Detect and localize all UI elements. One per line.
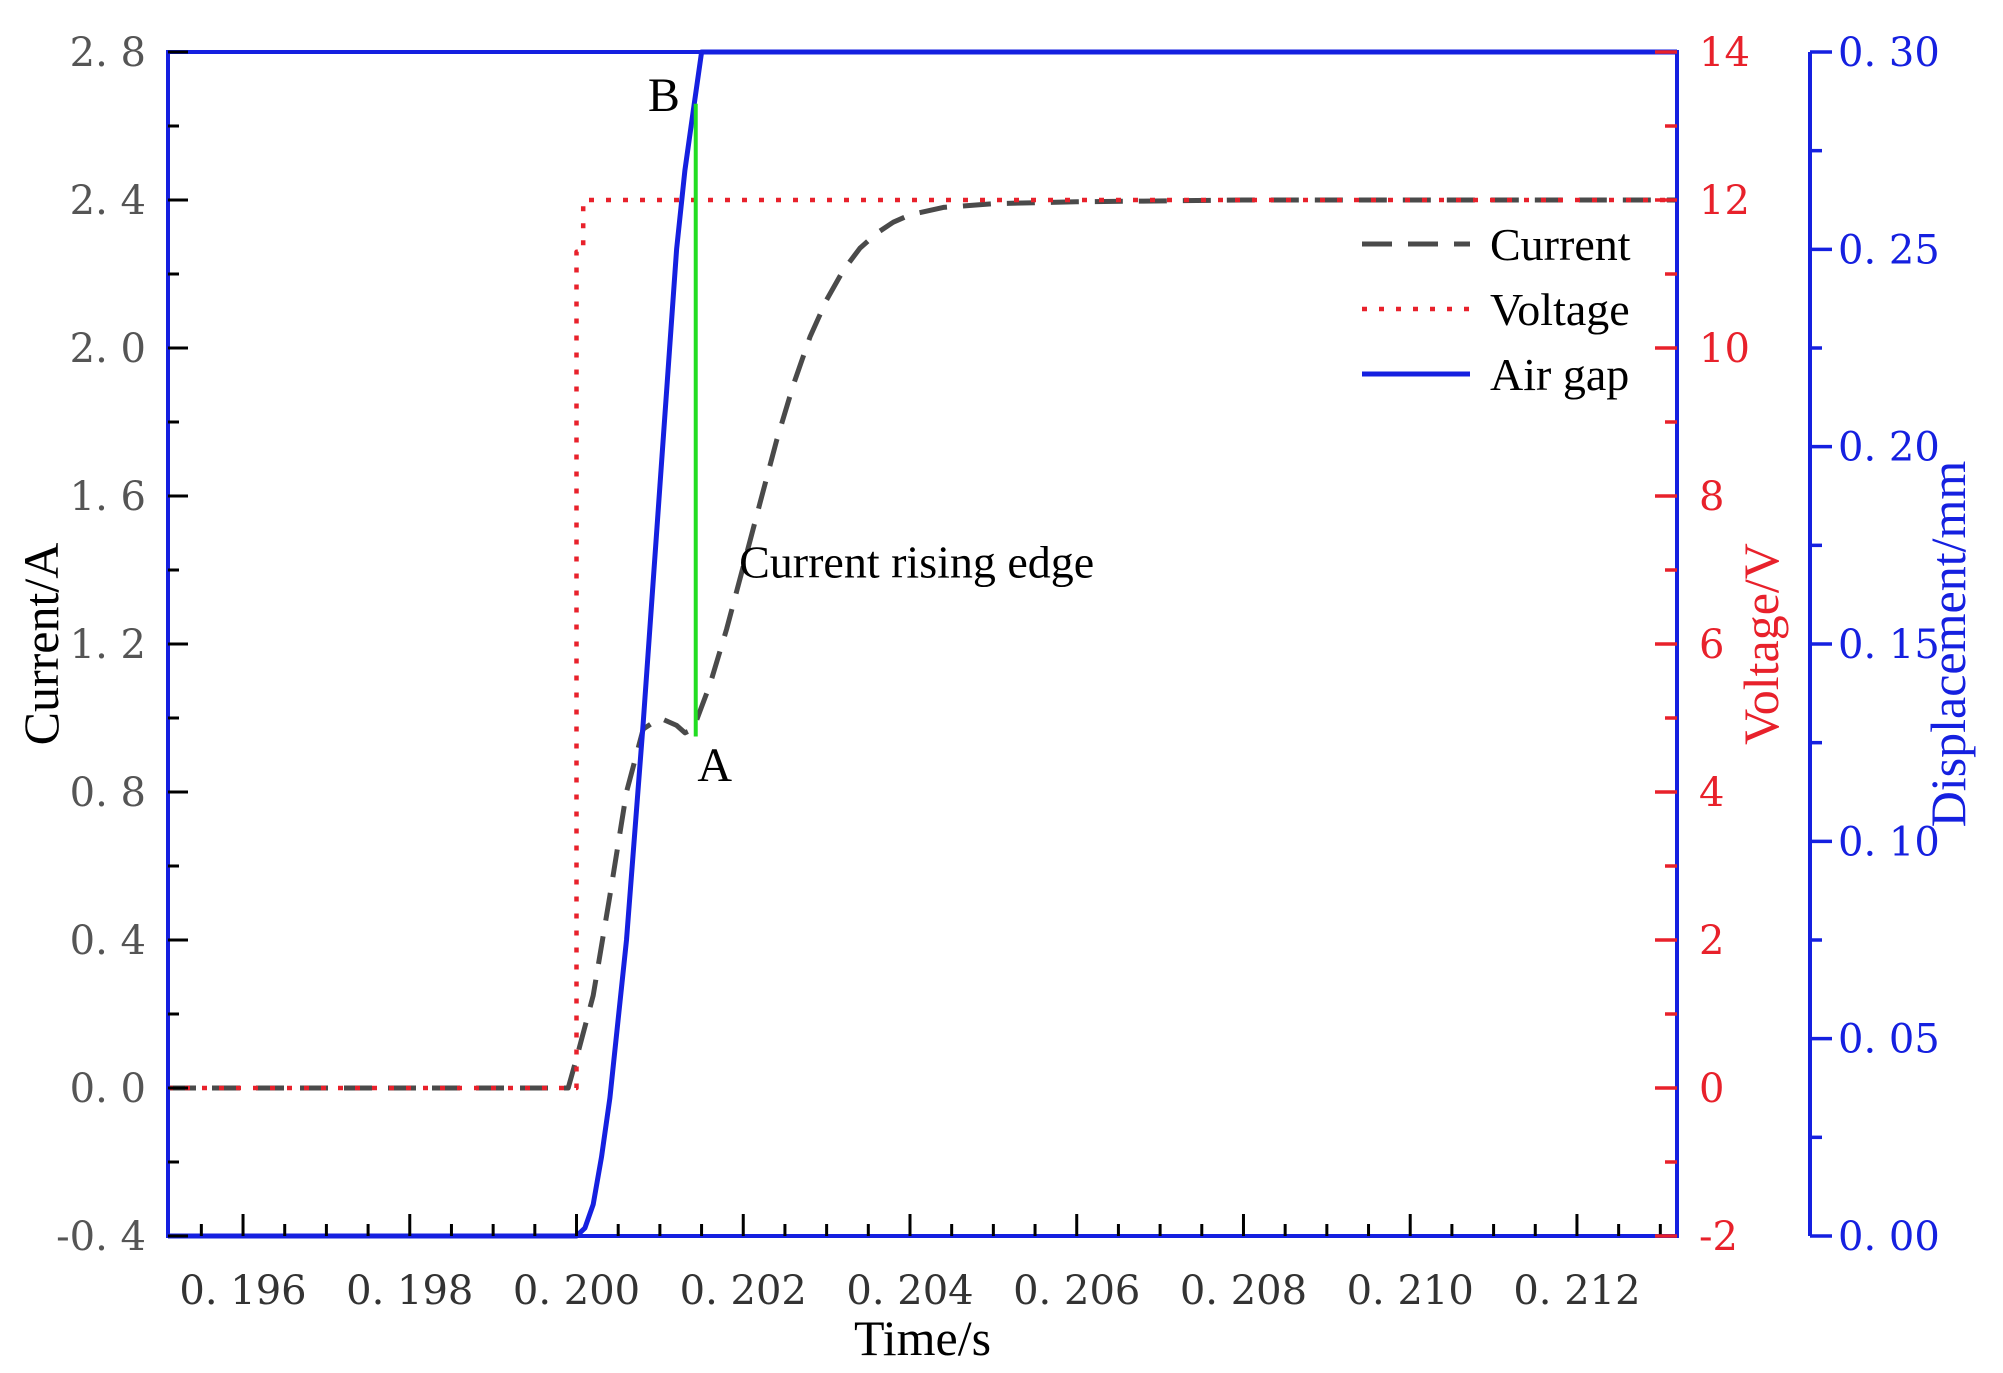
voltage-tick-label: -2 [1699, 1214, 1738, 1260]
voltage-tick-label: 2 [1699, 918, 1724, 964]
current-tick-label: 1. 2 [70, 622, 146, 668]
current-tick-label: 0. 0 [70, 1066, 146, 1112]
x-tick-label: 0. 210 [1347, 1268, 1474, 1314]
voltage-tick-label: 4 [1699, 770, 1724, 816]
voltage-tick-label: 10 [1699, 326, 1750, 372]
series-line-voltage [168, 197, 1677, 1091]
current-tick-label: -0. 4 [56, 1214, 146, 1260]
plot-frame [166, 50, 1679, 1238]
voltage-tick-label: 8 [1699, 474, 1724, 520]
x-tick-label: 0. 200 [513, 1268, 640, 1314]
current-tick-label: 0. 4 [70, 918, 146, 964]
voltage-tick-label: 6 [1699, 622, 1724, 668]
displacement-tick-label: 0. 20 [1838, 425, 1940, 471]
current-axis-title: Current/A [13, 543, 69, 746]
current-tick-label: 2. 0 [70, 326, 146, 372]
annotation-point-a: A [697, 739, 732, 792]
x-axis-title: Time/s [854, 1310, 991, 1366]
legend-label-current: Current [1490, 219, 1631, 270]
displacement-tick-label: 0. 30 [1838, 30, 1940, 76]
displacement-axis-title: Displacement/mm [1920, 461, 1976, 828]
x-tick-label: 0. 204 [846, 1268, 973, 1314]
series-line-current [168, 197, 1677, 1091]
displacement-tick-label: 0. 15 [1838, 622, 1940, 668]
x-tick-label: 0. 196 [179, 1268, 306, 1314]
voltage-tick-label: 14 [1699, 30, 1750, 76]
legend-label-voltage: Voltage [1490, 284, 1630, 335]
x-tick-label: 0. 198 [346, 1268, 473, 1314]
displacement-tick-label: 0. 05 [1838, 1017, 1940, 1063]
current-tick-label: 2. 4 [70, 178, 146, 224]
current-tick-label: 2. 8 [70, 30, 146, 76]
legend-label-air-gap: Air gap [1490, 349, 1629, 400]
annotation-current-rising-edge: Current rising edge [739, 536, 1094, 587]
annotation-point-b: B [648, 69, 680, 122]
x-tick-label: 0. 206 [1013, 1268, 1140, 1314]
voltage-tick-label: 0 [1699, 1066, 1724, 1112]
voltage-axis-title: Voltage/V [1733, 543, 1789, 745]
current-tick-label: 1. 6 [70, 474, 146, 520]
current-tick-label: 0. 8 [70, 770, 146, 816]
voltage-tick-label: 12 [1699, 178, 1750, 224]
x-tick-label: 0. 208 [1180, 1268, 1307, 1314]
x-tick-label: 0. 212 [1513, 1268, 1640, 1314]
displacement-tick-label: 0. 25 [1838, 227, 1940, 273]
series-line-air-gap [168, 49, 1677, 1239]
displacement-tick-label: 0. 10 [1838, 819, 1940, 865]
x-tick-label: 0. 202 [680, 1268, 807, 1314]
displacement-tick-label: 0. 00 [1838, 1214, 1940, 1260]
